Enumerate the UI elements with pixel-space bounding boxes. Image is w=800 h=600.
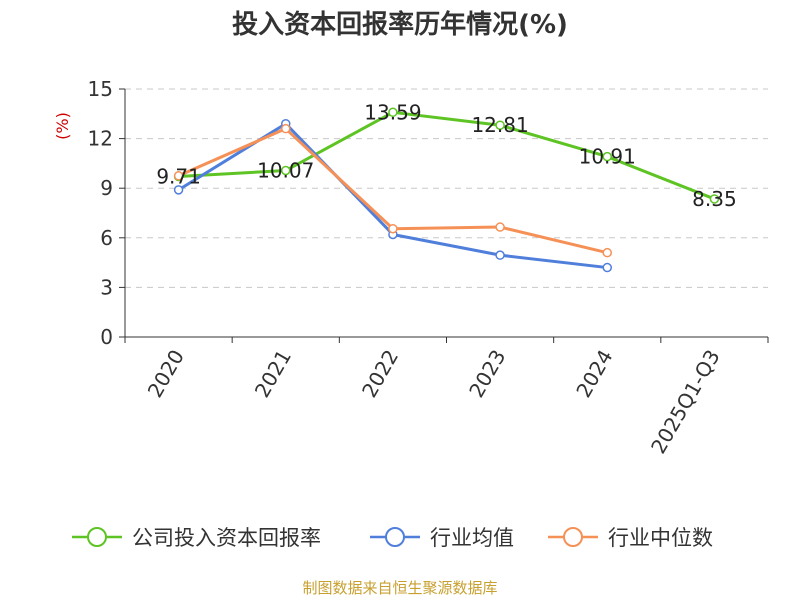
data-label: 8.35 bbox=[692, 187, 737, 211]
y-tick-label: 0 bbox=[100, 325, 113, 349]
data-point bbox=[602, 151, 612, 162]
legend-swatch-marker bbox=[563, 527, 583, 547]
legend: 公司投入资本回报率 行业均值 行业中位数 bbox=[72, 526, 713, 550]
y-tick-label: 6 bbox=[100, 226, 113, 250]
y-tick-label: 3 bbox=[100, 275, 113, 299]
data-point bbox=[388, 223, 398, 234]
series-line bbox=[177, 122, 608, 270]
data-label: 10.91 bbox=[579, 145, 636, 169]
legend-label: 公司投入资本回报率 bbox=[132, 526, 321, 550]
data-point bbox=[602, 247, 612, 258]
legend-swatch-marker bbox=[87, 527, 107, 547]
data-point bbox=[495, 250, 505, 260]
x-tick-label: 2020 bbox=[143, 346, 189, 402]
legend-swatch-marker bbox=[385, 527, 405, 547]
y-axis-label: (%) bbox=[53, 112, 72, 140]
data-labels: 9.71 10.07 13.59 12.81 10.91 8.35 bbox=[156, 100, 736, 211]
legend-label: 行业中位数 bbox=[608, 526, 713, 550]
data-point bbox=[495, 222, 505, 232]
chart-title: 投入资本回报率历年情况(%) bbox=[232, 9, 568, 40]
legend-item[interactable]: 公司投入资本回报率 bbox=[72, 526, 321, 550]
data-label: 13.59 bbox=[364, 100, 421, 124]
source-note: 制图数据来自恒生聚源数据库 bbox=[302, 579, 497, 597]
data-point bbox=[388, 107, 398, 118]
data-point bbox=[173, 185, 184, 195]
data-point bbox=[709, 194, 720, 204]
legend-label: 行业均值 bbox=[430, 526, 514, 550]
x-tick-label: 2022 bbox=[357, 346, 403, 402]
legend-item[interactable]: 行业均值 bbox=[370, 526, 514, 550]
y-tick-label: 15 bbox=[88, 77, 113, 101]
series-lines bbox=[173, 107, 720, 273]
data-point bbox=[281, 123, 291, 134]
y-tick-label: 9 bbox=[100, 176, 113, 200]
legend-item[interactable]: 行业中位数 bbox=[548, 526, 713, 550]
x-tick-label: 2025Q1-Q3 bbox=[646, 346, 725, 458]
data-label: 12.81 bbox=[471, 113, 528, 137]
data-point bbox=[281, 165, 291, 176]
axes: 0 3 6 9 12 15 2020 2021 2022 2023 2024 2025Q1-Q3 bbox=[88, 77, 769, 458]
data-label: 10.07 bbox=[257, 159, 314, 183]
data-point bbox=[602, 262, 612, 273]
grid-lines bbox=[125, 88, 768, 288]
data-point bbox=[495, 120, 505, 130]
x-tick-label: 2021 bbox=[250, 346, 296, 402]
y-tick-label: 12 bbox=[88, 127, 113, 151]
x-tick-label: 2024 bbox=[571, 346, 617, 402]
data-label: 9.71 bbox=[156, 164, 201, 188]
data-point bbox=[173, 171, 184, 181]
series-line bbox=[178, 110, 715, 201]
x-tick-label: 2023 bbox=[464, 346, 510, 402]
